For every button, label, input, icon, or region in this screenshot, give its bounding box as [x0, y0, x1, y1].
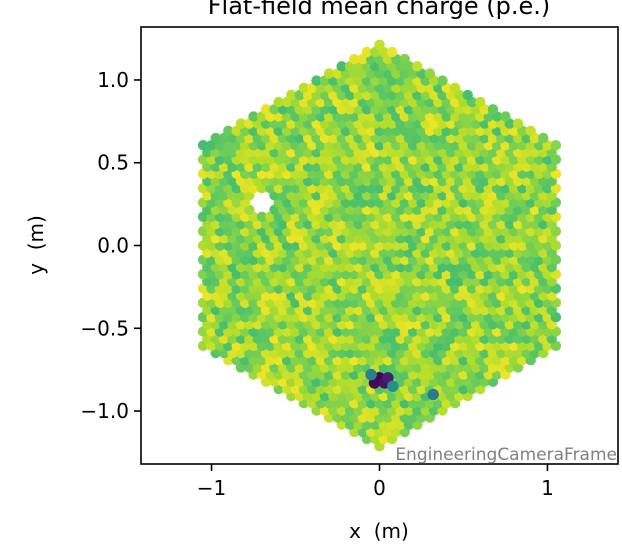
camera-pixel	[260, 104, 272, 115]
x-tick-label: 0	[373, 476, 386, 500]
x-tick-label: 1	[541, 476, 554, 500]
camera-pixel	[336, 61, 347, 72]
camera-pixel	[361, 46, 373, 58]
x-axis: −1 0 1	[197, 464, 554, 500]
low-charge-pixel	[382, 372, 394, 384]
y-tick-label: 0.0	[97, 234, 129, 258]
camera-pixel	[210, 132, 221, 144]
y-tick-label: −0.5	[80, 316, 129, 340]
camera-pixel	[235, 118, 247, 129]
camera-pixel	[500, 111, 511, 122]
camera-pixel	[248, 111, 259, 122]
camera-pixel	[323, 68, 335, 79]
camera-pixel	[223, 125, 234, 137]
chart-title: Flat-field mean charge (p.e.)	[208, 0, 551, 20]
camera-pixel	[424, 68, 436, 79]
camera-pixel	[374, 39, 385, 51]
x-tick-label: −1	[197, 476, 226, 500]
frame-label: EngineeringCameraFrame	[395, 445, 617, 465]
camera-pixel	[538, 132, 549, 144]
camera-pixel	[386, 46, 398, 58]
camera-pixel	[311, 75, 322, 86]
camera-pixels	[197, 39, 562, 452]
y-tick-label: 0.5	[97, 151, 129, 175]
y-axis: 1.0 0.5 0.0 −0.5 −1.0	[80, 68, 141, 423]
low-charge-pixel	[427, 388, 439, 401]
camera-pixel	[437, 75, 448, 86]
camera-pixel	[525, 125, 536, 137]
camera-pixel	[399, 53, 410, 65]
camera-pixel	[273, 96, 284, 108]
y-tick-label: 1.0	[97, 68, 129, 92]
low-charge-pixel	[365, 368, 377, 381]
x-axis-label: x (m)	[349, 519, 409, 543]
camera-pixel	[256, 211, 268, 223]
camera-pixel	[298, 82, 310, 94]
camera-pixel	[512, 118, 524, 129]
camera-pixel	[412, 61, 423, 72]
camera-pixel	[197, 139, 209, 151]
low-charge-pixel	[387, 380, 399, 392]
camera-pixel	[349, 53, 360, 65]
camera-pixel	[475, 96, 486, 108]
camera-pixel	[462, 89, 473, 101]
y-axis-label: y (m)	[24, 215, 48, 275]
camera-pixel	[550, 139, 562, 151]
camera-pixel	[286, 89, 297, 101]
camera-pixel	[449, 82, 461, 94]
y-tick-label: −1.0	[80, 399, 129, 423]
camera-pixel	[487, 104, 499, 115]
